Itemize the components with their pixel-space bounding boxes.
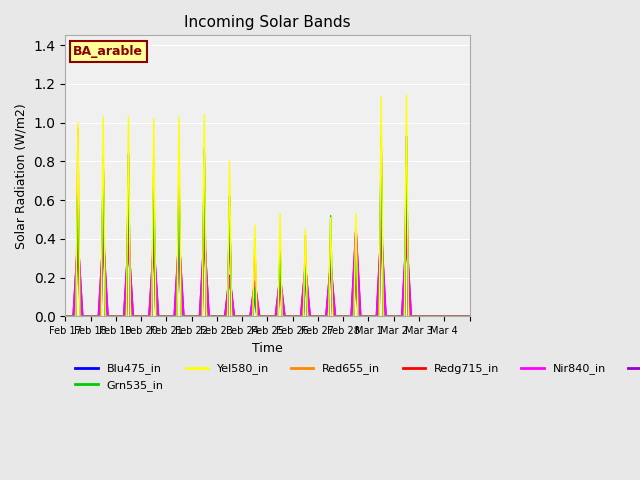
Line: Blu475_in: Blu475_in xyxy=(65,136,470,316)
Red655_in xyxy=(61,313,69,319)
Line: Red655_in: Red655_in xyxy=(65,129,470,316)
Red655_in xyxy=(318,313,326,319)
Yel580_in xyxy=(466,313,474,319)
Nir945_in xyxy=(461,313,469,319)
Yel580_in xyxy=(380,313,387,319)
Blu475_in xyxy=(354,305,362,311)
Nir945_in xyxy=(144,313,152,319)
Nir840_in xyxy=(380,273,387,279)
Red655_in xyxy=(466,313,474,319)
Blu475_in xyxy=(380,313,387,319)
Red655_in xyxy=(461,313,469,319)
Red655_in xyxy=(380,313,387,319)
Blu475_in xyxy=(318,313,326,319)
Red655_in xyxy=(354,309,362,314)
Red655_in xyxy=(145,313,152,319)
Line: Redg715_in: Redg715_in xyxy=(65,177,470,316)
Grn535_in xyxy=(378,133,385,139)
Text: BA_arable: BA_arable xyxy=(74,45,143,58)
Title: Incoming Solar Bands: Incoming Solar Bands xyxy=(184,15,351,30)
Red655_in xyxy=(404,264,412,270)
Yel580_in xyxy=(404,244,412,250)
Blu475_in xyxy=(404,257,412,263)
Y-axis label: Solar Radiation (W/m2): Solar Radiation (W/m2) xyxy=(15,103,28,249)
Legend: Blu475_in, Grn535_in, Yel580_in, Red655_in, Redg715_in, Nir840_in, Nir945_in: Blu475_in, Grn535_in, Yel580_in, Red655_… xyxy=(71,359,640,395)
Redg715_in xyxy=(461,313,469,319)
Grn535_in xyxy=(404,257,412,263)
Nir945_in xyxy=(318,313,326,319)
Line: Grn535_in: Grn535_in xyxy=(65,136,470,316)
Nir840_in xyxy=(466,313,474,319)
Redg715_in xyxy=(200,174,208,180)
Redg715_in xyxy=(144,313,152,319)
Grn535_in xyxy=(354,305,362,311)
Blu475_in xyxy=(144,313,152,319)
Nir945_in xyxy=(61,313,69,319)
Blu475_in xyxy=(461,313,469,319)
Line: Nir840_in: Nir840_in xyxy=(65,231,470,316)
Redg715_in xyxy=(466,313,474,319)
Redg715_in xyxy=(318,313,326,319)
Blu475_in xyxy=(403,133,410,139)
Redg715_in xyxy=(61,313,69,319)
Redg715_in xyxy=(354,309,362,315)
Nir840_in xyxy=(352,228,360,234)
Nir840_in xyxy=(318,313,326,319)
Grn535_in xyxy=(380,313,387,319)
Blu475_in xyxy=(466,313,474,319)
Redg715_in xyxy=(404,270,412,276)
Line: Yel580_in: Yel580_in xyxy=(65,96,470,316)
Grn535_in xyxy=(61,313,69,319)
Nir945_in xyxy=(404,258,412,264)
Nir840_in xyxy=(61,313,69,319)
Yel580_in xyxy=(403,93,410,98)
Line: Nir945_in: Nir945_in xyxy=(65,231,470,316)
Nir945_in xyxy=(378,228,385,234)
Yel580_in xyxy=(461,313,469,319)
Grn535_in xyxy=(466,313,474,319)
Yel580_in xyxy=(144,313,152,319)
Grn535_in xyxy=(461,313,469,319)
Nir945_in xyxy=(466,313,474,319)
Nir840_in xyxy=(354,264,362,270)
Grn535_in xyxy=(144,313,152,319)
Nir840_in xyxy=(404,257,412,263)
Blu475_in xyxy=(61,313,69,319)
Nir840_in xyxy=(461,313,469,319)
Yel580_in xyxy=(318,313,326,319)
Red655_in xyxy=(74,126,82,132)
Grn535_in xyxy=(318,313,326,319)
Redg715_in xyxy=(380,313,387,319)
Yel580_in xyxy=(354,301,362,307)
Nir945_in xyxy=(380,273,387,279)
Yel580_in xyxy=(61,313,69,319)
Nir945_in xyxy=(354,263,362,268)
Nir840_in xyxy=(144,313,152,319)
X-axis label: Time: Time xyxy=(252,342,283,355)
